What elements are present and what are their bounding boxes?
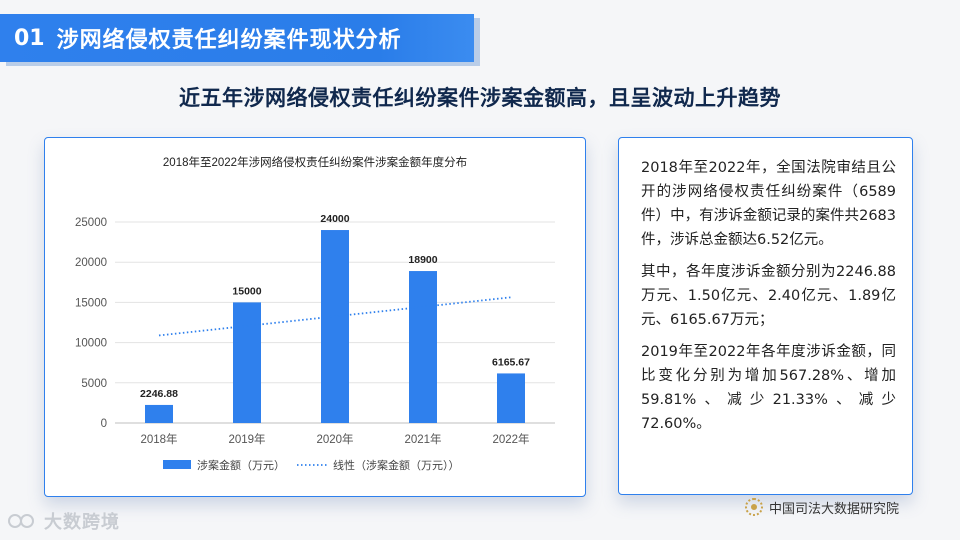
section-title: 涉网络侵权责任纠纷案件现状分析 xyxy=(56,28,402,53)
summary-panel: 2018年至2022年，全国法院审结且公开的涉网络侵权责任纠纷案件（6589件）… xyxy=(618,137,913,495)
chart-panel: 2018年至2022年涉网络侵权责任纠纷案件涉案金额年度分布 0 5000 10000… xyxy=(44,137,586,497)
section-number: 01 xyxy=(14,25,45,51)
x-tick-label: 2019年 xyxy=(228,432,265,446)
bar xyxy=(321,230,349,423)
legend-label-bar: 涉案金额（万元） xyxy=(197,458,285,472)
watermark: 大数跨境 xyxy=(8,508,120,534)
bar xyxy=(233,302,261,423)
bar xyxy=(409,271,437,423)
x-tick-label: 2021年 xyxy=(404,432,441,446)
watermark-logo-icon xyxy=(8,510,38,532)
y-tick-label: 20000 xyxy=(75,257,107,269)
y-tick-label: 15000 xyxy=(75,297,107,309)
trendline xyxy=(158,296,512,337)
legend-swatch-bar xyxy=(163,460,191,469)
bar xyxy=(497,373,525,423)
data-label: 2246.88 xyxy=(140,388,178,400)
x-tick-label: 2018年 xyxy=(140,432,177,446)
summary-paragraph-3: 2019年至2022年各年度涉诉金额，同比变化分别为增加567.28%、增加59… xyxy=(641,344,896,432)
summary-paragraph-1: 2018年至2022年，全国法院审结且公开的涉网络侵权责任纠纷案件（6589件）… xyxy=(641,160,896,248)
x-tick-label: 2020年 xyxy=(316,432,353,446)
data-label: 18900 xyxy=(408,254,437,266)
x-tick-label: 2022年 xyxy=(492,432,529,446)
bar-chart: 2018年至2022年涉网络侵权责任纠纷案件涉案金额年度分布 0 5000 10000… xyxy=(75,155,555,472)
source-credit: 中国司法大数据研究院 xyxy=(745,496,899,518)
institute-logo-icon xyxy=(745,498,763,516)
y-tick-label: 0 xyxy=(101,418,107,430)
source-name: 中国司法大数据研究院 xyxy=(769,501,900,517)
page-headline: 近五年涉网络侵权责任纠纷案件涉案金额高，且呈波动上升趋势 xyxy=(179,86,781,110)
bar xyxy=(145,404,173,423)
y-tick-label: 25000 xyxy=(75,217,107,229)
y-tick-label: 10000 xyxy=(75,338,107,350)
section-header: 01 涉网络侵权责任纠纷案件现状分析 xyxy=(0,14,474,62)
y-tick-label: 5000 xyxy=(81,378,107,390)
chart-title: 2018年至2022年涉网络侵权责任纠纷案件涉案金额年度分布 xyxy=(163,155,467,169)
data-label: 6165.67 xyxy=(492,356,530,368)
legend-label-trend: 线性（涉案金额（万元）） xyxy=(333,458,460,472)
watermark-text: 大数跨境 xyxy=(44,512,120,533)
data-label: 24000 xyxy=(320,213,349,225)
data-label: 15000 xyxy=(232,285,261,297)
summary-paragraph-2: 其中，各年度涉诉金额分别为2246.88万元、1.50亿元、2.40亿元、1.8… xyxy=(641,264,896,328)
